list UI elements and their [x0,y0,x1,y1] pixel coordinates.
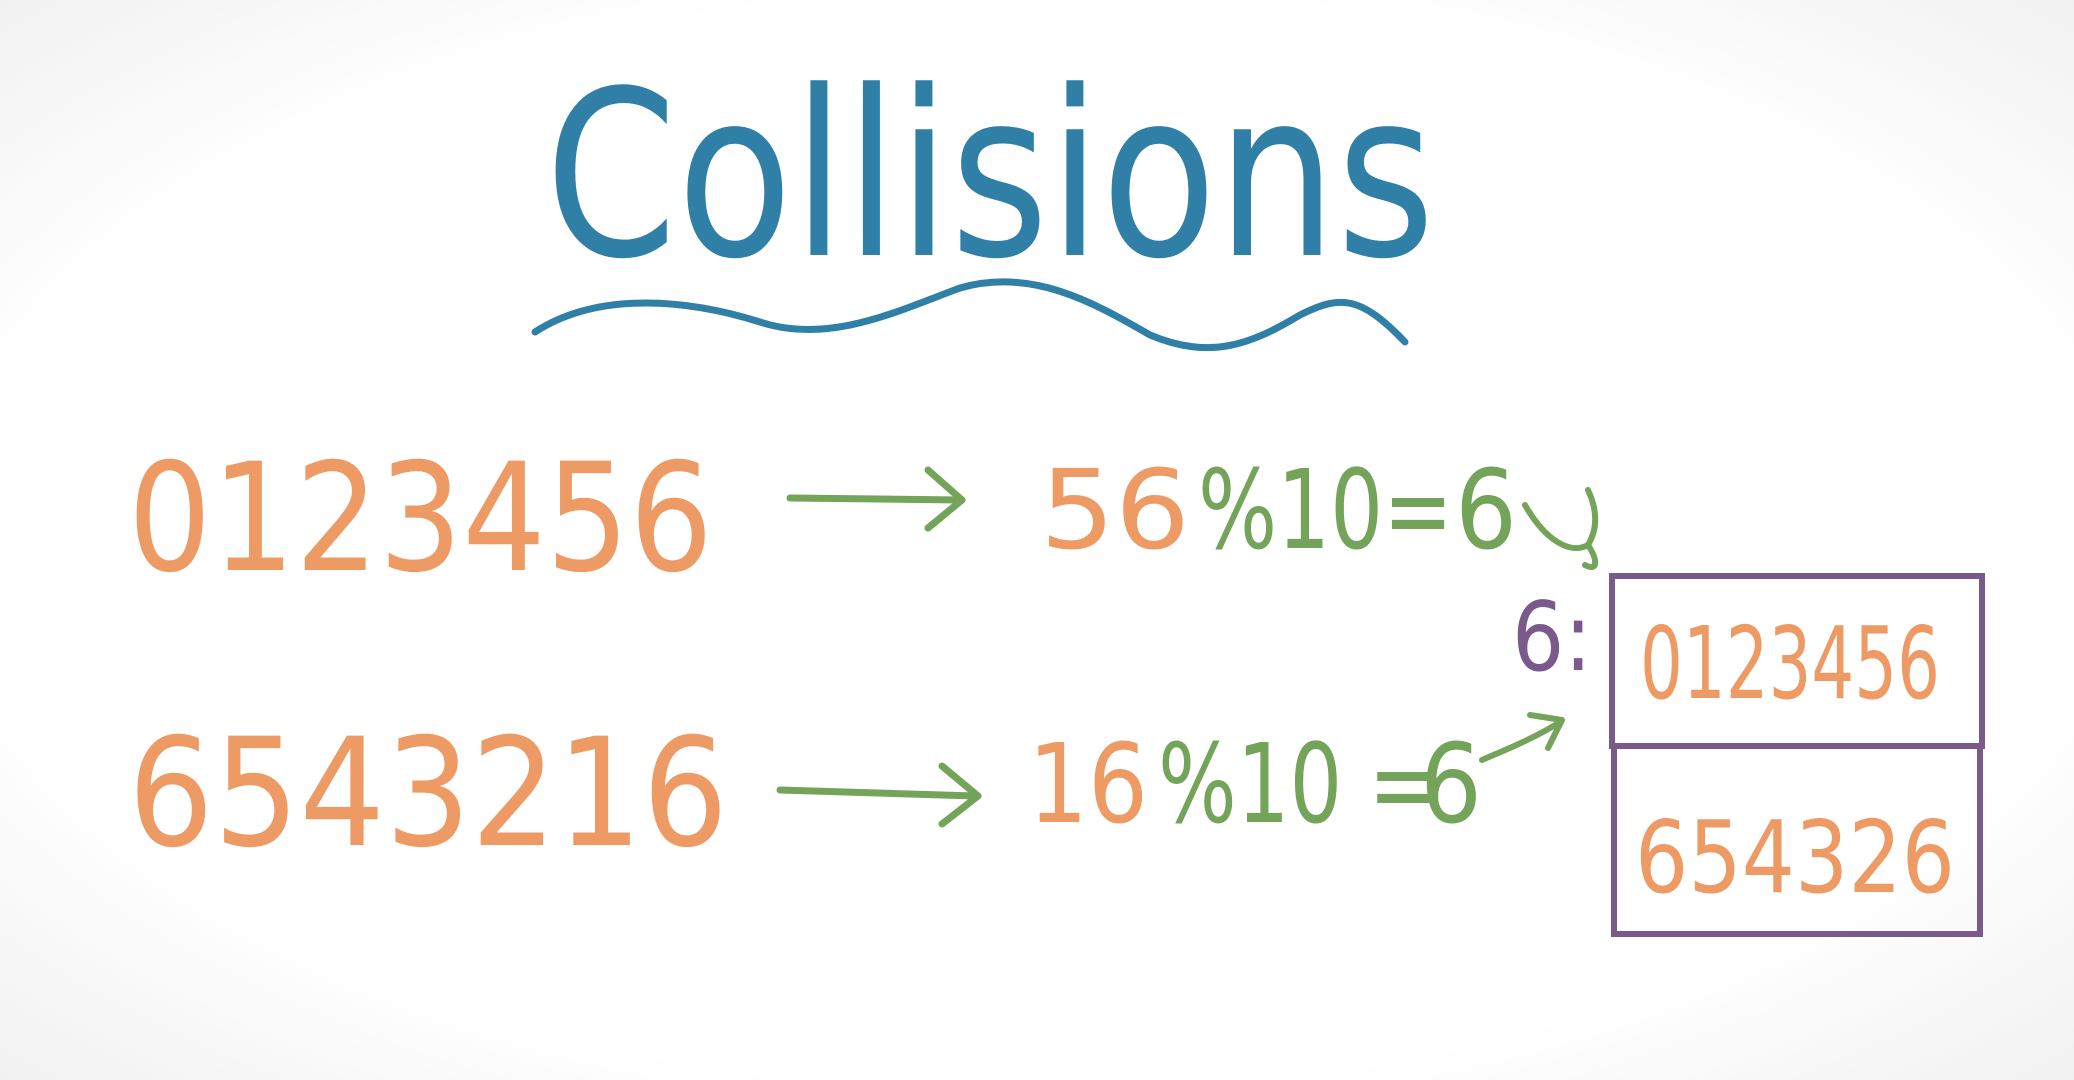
row1-arrow [786,466,966,532]
row1-curved-arrow [1522,487,1599,570]
row2-expression-mod: %10 = [1158,720,1438,848]
row1-key: 0123456 [128,432,713,606]
row2-arrow [776,762,982,828]
row2-expression-prefix: 16 [1028,720,1148,848]
title-underline [531,278,1409,352]
row1-expression-result: 6 [1455,446,1517,574]
page-title: Collisions [545,43,1435,310]
bucket-entry-1: 0123456 [1640,605,1940,722]
row2-bucket-arrow [1479,712,1565,763]
row1-expression-prefix: 56 [1040,446,1190,574]
bucket-index-label: 6: [1512,583,1592,693]
row1-expression-mod: %10= [1198,446,1453,574]
row2-key: 6543216 [128,707,728,881]
bucket-entry-2: 654326 [1635,799,1955,916]
row2-expression-result: 6 [1420,720,1482,848]
bucket-box [1609,573,1985,937]
